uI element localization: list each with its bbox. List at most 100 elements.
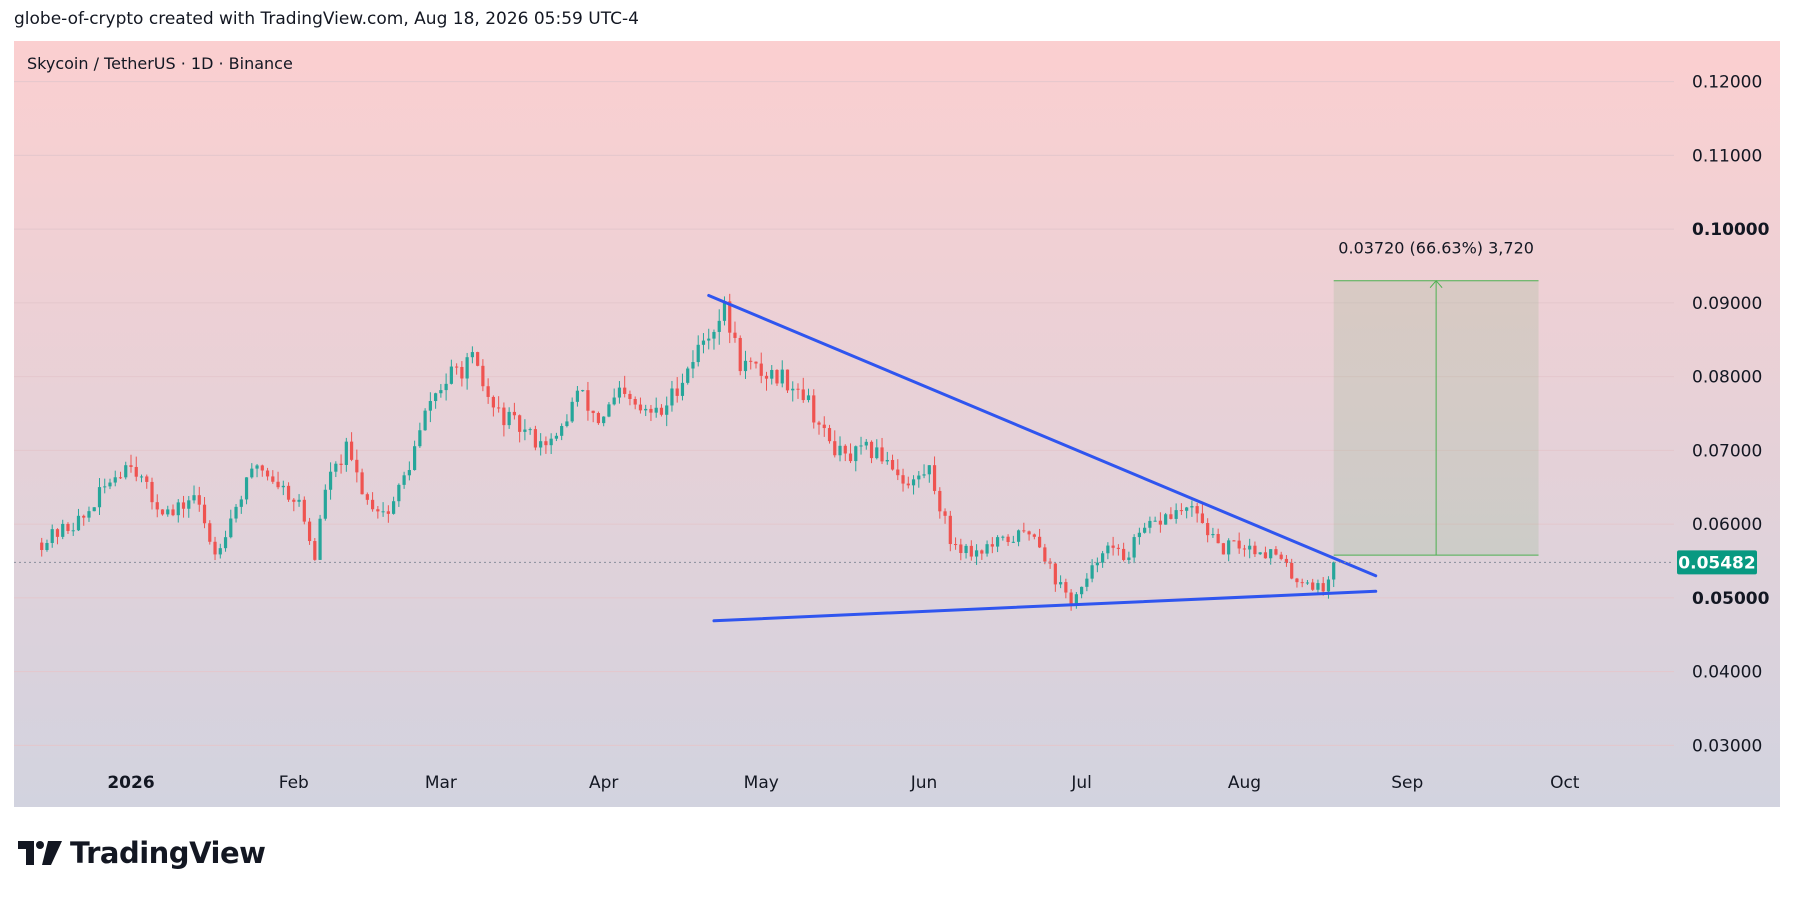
candle-body	[292, 499, 296, 502]
tradingview-logo[interactable]: TradingView	[18, 836, 266, 870]
measure-tool: 0.03720 (66.63%) 3,720	[1333, 239, 1539, 556]
candle-body	[1053, 563, 1057, 585]
candle-body	[223, 537, 228, 549]
candle-body	[92, 507, 96, 512]
candle-body	[192, 495, 196, 501]
candle-body	[76, 515, 81, 531]
candle-body	[775, 369, 779, 384]
candle-body	[644, 408, 648, 411]
trendline-resistance[interactable]	[707, 293, 1378, 578]
candle-body	[1311, 582, 1315, 590]
candle-body	[654, 407, 658, 413]
candle-body	[1169, 514, 1173, 519]
candle-body	[932, 465, 937, 491]
candle-body	[1011, 541, 1015, 543]
candle-body	[1269, 549, 1273, 559]
x-tick-label: Mar	[425, 773, 457, 793]
candle-body	[202, 504, 207, 524]
y-tick-label: 0.12000	[1692, 73, 1762, 93]
candle-body	[812, 395, 816, 423]
x-tick-label: Feb	[279, 773, 309, 793]
candle-body	[1037, 536, 1042, 548]
y-tick-label: 0.07000	[1692, 441, 1762, 461]
measure-arrow-head	[1429, 279, 1443, 289]
candle-body	[623, 387, 627, 394]
candle-body	[397, 484, 401, 502]
candle-body	[712, 331, 716, 339]
candle-body	[864, 441, 868, 446]
candle-body	[1074, 594, 1078, 606]
candle-body	[1174, 510, 1178, 519]
candle-body	[854, 446, 858, 462]
candle-body	[974, 550, 979, 557]
candle-body	[486, 386, 490, 397]
candle-body	[833, 441, 837, 456]
candle-body	[1122, 548, 1126, 560]
candle-body	[40, 542, 44, 551]
candle-body	[360, 472, 364, 495]
candle-body	[843, 445, 847, 454]
candle-body	[1227, 540, 1231, 555]
candle-body	[1059, 582, 1063, 585]
candle-body	[1016, 530, 1021, 542]
candle-body	[1206, 523, 1210, 536]
candle-body	[1263, 552, 1268, 559]
candle-body	[817, 422, 821, 425]
candle-body	[381, 511, 385, 513]
candle-body	[103, 486, 107, 488]
price-chart[interactable]: 0.03720 (66.63%) 3,720 0.120000.110000.1…	[14, 41, 1780, 807]
candle-body	[570, 401, 574, 422]
candle-body	[922, 474, 926, 476]
candle-body	[1232, 540, 1236, 542]
candle-body	[770, 369, 774, 379]
candle-body	[1101, 553, 1105, 563]
grid-lines	[14, 81, 1674, 746]
candle-body	[402, 475, 406, 485]
candle-body	[1190, 506, 1194, 508]
candle-body	[1295, 578, 1299, 583]
candle-body	[150, 481, 154, 503]
candle-body	[244, 477, 249, 500]
candle-body	[607, 404, 611, 417]
candle-body	[1095, 562, 1099, 566]
candle-body	[1106, 545, 1110, 554]
candle-body	[591, 410, 595, 414]
candle-body	[754, 361, 758, 364]
candle-body	[481, 365, 485, 387]
last-price-badge	[1677, 550, 1757, 575]
x-tick-label: Jun	[910, 773, 938, 793]
y-tick-label: 0.09000	[1692, 294, 1762, 314]
y-tick-label: 0.04000	[1692, 663, 1762, 683]
candle-body	[1064, 582, 1068, 593]
candle-body	[444, 383, 448, 391]
candle-body	[980, 550, 984, 554]
candle-body	[1242, 548, 1247, 550]
candle-body	[896, 469, 900, 476]
trendline-support[interactable]	[712, 589, 1378, 623]
candle-body	[575, 390, 580, 402]
x-tick-label: Oct	[1550, 773, 1580, 793]
candle-body	[349, 441, 354, 460]
candle-body	[1248, 545, 1252, 550]
candle-body	[255, 465, 259, 469]
candle-body	[906, 483, 910, 486]
candle-body	[166, 509, 170, 515]
candle-body	[875, 447, 879, 459]
candle-body	[265, 470, 270, 477]
candle-body	[250, 468, 254, 478]
candle-body	[1022, 530, 1026, 532]
candle-body	[964, 545, 968, 554]
candle-body	[328, 471, 333, 490]
candle-body	[1258, 552, 1262, 555]
candle-body	[239, 499, 243, 507]
candle-body	[938, 490, 942, 512]
candle-body	[1143, 527, 1147, 533]
last-price-label: 0.05482	[1678, 553, 1755, 573]
candle-body	[885, 459, 889, 462]
candle-body	[213, 541, 217, 555]
candle-body	[313, 541, 317, 560]
candle-body	[911, 479, 916, 486]
y-tick-label: 0.06000	[1692, 515, 1762, 535]
candle-body	[1274, 549, 1278, 555]
candle-body	[55, 529, 60, 537]
